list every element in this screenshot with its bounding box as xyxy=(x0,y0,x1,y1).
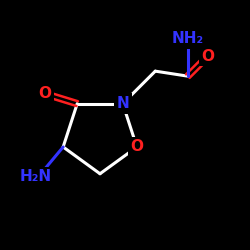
Text: NH₂: NH₂ xyxy=(172,31,204,46)
Text: O: O xyxy=(201,49,214,64)
Text: N: N xyxy=(116,96,129,111)
Text: O: O xyxy=(130,140,143,154)
Text: H₂N: H₂N xyxy=(20,170,52,184)
Text: O: O xyxy=(38,86,51,101)
